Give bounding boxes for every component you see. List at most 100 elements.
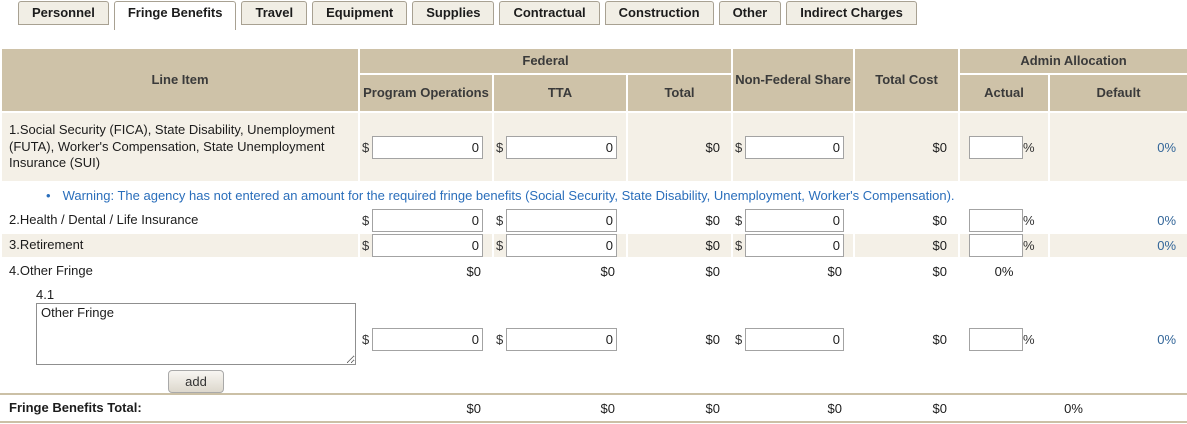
fica-non-federal-cell: $ bbox=[731, 111, 856, 183]
item-tta-cell: $ bbox=[492, 283, 628, 395]
retirement-actual-percent-input[interactable] bbox=[969, 234, 1024, 257]
retirement-non-federal-input[interactable] bbox=[745, 234, 845, 257]
health-label: 2.Health / Dental / Life Insurance bbox=[0, 207, 360, 234]
fica-tta-input[interactable] bbox=[506, 135, 617, 159]
percent-sign: % bbox=[1023, 139, 1035, 155]
fica-non-federal-input[interactable] bbox=[745, 135, 845, 159]
budget-category-tabs: Personnel Fringe Benefits Travel Equipme… bbox=[0, 1, 1187, 30]
retirement-actual-cell: % bbox=[958, 232, 1051, 259]
other-fringe-item-number: 4.1 bbox=[36, 287, 55, 302]
row-other-fringe: 4.Other Fringe $0 $0 $0 $0 $0 0% bbox=[0, 257, 1187, 285]
col-header-program-operations: Program Operations bbox=[358, 73, 494, 113]
dollar-sign: $ bbox=[362, 238, 370, 253]
fica-program-operations-input[interactable] bbox=[372, 135, 483, 159]
tab-fringe-benefits[interactable]: Fringe Benefits bbox=[113, 1, 237, 30]
dollar-sign: $ bbox=[496, 238, 504, 253]
tab-travel[interactable]: Travel bbox=[241, 1, 308, 25]
tab-construction[interactable]: Construction bbox=[604, 1, 714, 25]
percent-sign: % bbox=[1023, 213, 1035, 228]
col-header-federal: Federal bbox=[357, 47, 734, 75]
retirement-non-federal-cell: $ bbox=[731, 232, 856, 259]
fica-program-operations-cell: $ bbox=[358, 111, 494, 183]
dollar-sign: $ bbox=[735, 331, 743, 347]
retirement-program-operations-input[interactable] bbox=[372, 234, 483, 257]
health-tta-input[interactable] bbox=[506, 209, 617, 232]
dollar-sign: $ bbox=[735, 213, 743, 228]
total-non-federal-value: $0 bbox=[731, 393, 856, 423]
dollar-sign: $ bbox=[496, 331, 504, 347]
retirement-tta-input[interactable] bbox=[506, 234, 617, 257]
fica-federal-total-value: $0 bbox=[625, 111, 734, 183]
dollar-sign: $ bbox=[362, 139, 370, 155]
other-fringe-total-cost-value: $0 bbox=[853, 257, 961, 285]
dollar-sign: $ bbox=[735, 139, 743, 155]
row-other-fringe-item: 4.1 Other Fringe add $ $ $0 $ $0 % 0% bbox=[0, 283, 1187, 395]
total-federal-total-value: $0 bbox=[625, 393, 734, 423]
dollar-sign: $ bbox=[496, 213, 504, 228]
tab-other[interactable]: Other bbox=[718, 1, 782, 25]
total-total-cost-value: $0 bbox=[853, 393, 961, 423]
other-fringe-item-description-textarea[interactable]: Other Fringe bbox=[36, 303, 356, 365]
health-actual-cell: % bbox=[958, 207, 1051, 234]
other-fringe-default-value bbox=[1048, 257, 1187, 285]
retirement-federal-total-value: $0 bbox=[625, 232, 734, 259]
row-retirement: 3.Retirement $ $ $0 $ $0 % 0% bbox=[0, 232, 1187, 259]
fica-default-value: 0% bbox=[1048, 111, 1187, 183]
dollar-sign: $ bbox=[496, 139, 504, 155]
fica-total-cost-value: $0 bbox=[853, 111, 961, 183]
health-non-federal-input[interactable] bbox=[745, 209, 845, 232]
item-program-operations-input[interactable] bbox=[372, 327, 483, 351]
item-federal-total-value: $0 bbox=[625, 283, 734, 395]
fica-tta-cell: $ bbox=[492, 111, 628, 183]
fica-actual-percent-input[interactable] bbox=[969, 135, 1024, 159]
health-actual-percent-input[interactable] bbox=[969, 209, 1024, 232]
other-fringe-tta-value: $0 bbox=[492, 257, 628, 285]
other-fringe-non-federal-value: $0 bbox=[731, 257, 856, 285]
item-program-operations-cell: $ bbox=[358, 283, 494, 395]
fringe-warning-message: Warning: The agency has not entered an a… bbox=[2, 188, 1187, 203]
other-fringe-program-operations-value: $0 bbox=[358, 257, 494, 285]
tab-personnel[interactable]: Personnel bbox=[18, 1, 109, 25]
item-tta-input[interactable] bbox=[506, 327, 617, 351]
col-header-admin-allocation: Admin Allocation bbox=[958, 47, 1187, 75]
other-fringe-label: 4.Other Fringe bbox=[0, 257, 360, 285]
item-non-federal-cell: $ bbox=[731, 283, 856, 395]
row-fica: 1.Social Security (FICA), State Disabili… bbox=[0, 111, 1187, 183]
dollar-sign: $ bbox=[735, 238, 743, 253]
item-actual-cell: % bbox=[958, 283, 1051, 395]
percent-sign: % bbox=[1023, 238, 1035, 253]
retirement-program-operations-cell: $ bbox=[358, 232, 494, 259]
item-actual-percent-input[interactable] bbox=[969, 327, 1024, 351]
health-non-federal-cell: $ bbox=[731, 207, 856, 234]
item-default-value: 0% bbox=[1048, 283, 1187, 395]
health-program-operations-cell: $ bbox=[358, 207, 494, 234]
other-fringe-actual-value: 0% bbox=[958, 257, 1051, 285]
warning-bullet bbox=[46, 188, 63, 203]
total-tta-value: $0 bbox=[492, 393, 628, 423]
health-program-operations-input[interactable] bbox=[372, 209, 483, 232]
fica-label: 1.Social Security (FICA), State Disabili… bbox=[0, 111, 360, 183]
tab-contractual[interactable]: Contractual bbox=[499, 1, 600, 25]
col-header-federal-total: Total bbox=[625, 73, 734, 113]
health-tta-cell: $ bbox=[492, 207, 628, 234]
total-actual-percent-value: 0% bbox=[958, 393, 1187, 423]
dollar-sign: $ bbox=[362, 213, 370, 228]
col-header-line-item: Line Item bbox=[0, 47, 360, 113]
tab-equipment[interactable]: Equipment bbox=[312, 1, 408, 25]
item-total-cost-value: $0 bbox=[853, 283, 961, 395]
fringe-total-label: Fringe Benefits Total: bbox=[0, 393, 360, 423]
fringe-benefits-table: Line Item Federal Non-Federal Share Tota… bbox=[0, 47, 1187, 423]
col-header-default: Default bbox=[1048, 73, 1187, 113]
health-federal-total-value: $0 bbox=[625, 207, 734, 234]
add-fringe-item-button[interactable]: add bbox=[168, 370, 224, 393]
tab-indirect-charges[interactable]: Indirect Charges bbox=[786, 1, 917, 25]
row-fringe-benefits-total: Fringe Benefits Total: $0 $0 $0 $0 $0 0% bbox=[0, 393, 1187, 423]
row-warning: Warning: The agency has not entered an a… bbox=[0, 181, 1187, 209]
percent-sign: % bbox=[1023, 331, 1035, 347]
col-header-actual: Actual bbox=[958, 73, 1051, 113]
other-fringe-federal-total-value: $0 bbox=[625, 257, 734, 285]
fica-actual-cell: % bbox=[958, 111, 1051, 183]
item-non-federal-input[interactable] bbox=[745, 327, 845, 351]
col-header-tta: TTA bbox=[492, 73, 628, 113]
tab-supplies[interactable]: Supplies bbox=[412, 1, 495, 25]
